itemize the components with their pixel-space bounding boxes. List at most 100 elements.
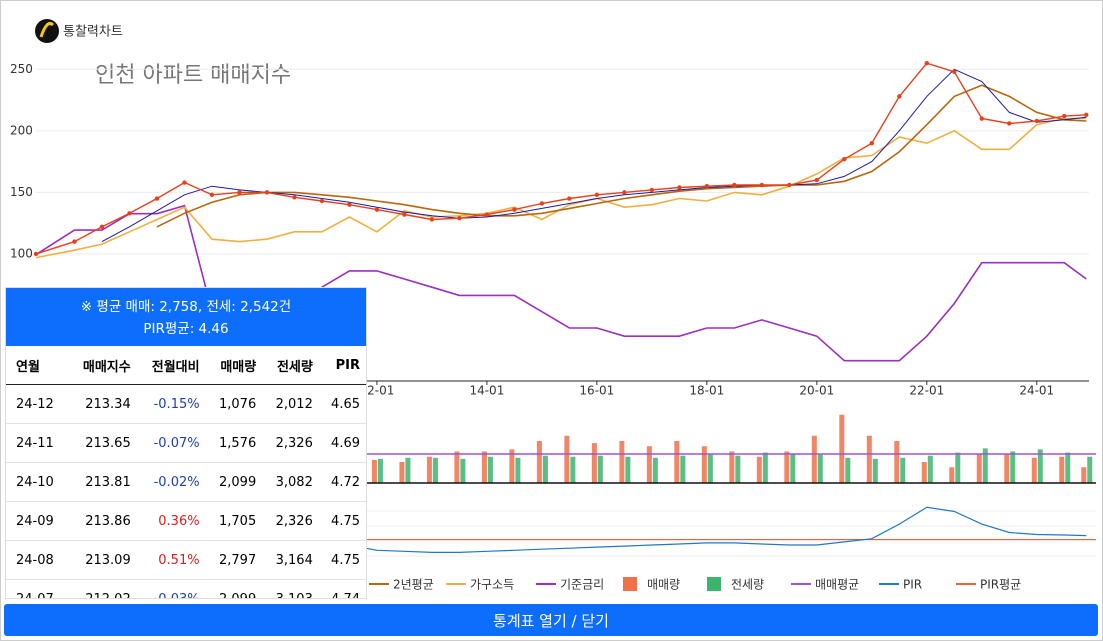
volume-bar xyxy=(790,453,796,483)
header-row: 연월 매매지수 전월대비 매매량 전세량 PIR xyxy=(6,346,366,385)
table-cell: 2,012 xyxy=(262,384,319,424)
legend-label: 매매평균 xyxy=(815,578,859,592)
volume-bar xyxy=(487,456,493,483)
volume-bar xyxy=(900,457,906,483)
volume-bar xyxy=(839,414,845,483)
y-tick-label: 200 xyxy=(10,123,33,137)
table-cell: 4.74 xyxy=(318,579,366,598)
summary-line: ※ 평균 매매: 2,758, 전세: 2,542건 xyxy=(80,299,292,315)
table: 연월 매매지수 전월대비 매매량 전세량 PIR 24-12 213.34 -0.15% 1,07… xyxy=(6,346,366,598)
column-header: 매매지수 xyxy=(67,346,137,385)
table-cell: 2,326 xyxy=(262,501,319,541)
table-cell: 4.69 xyxy=(318,423,366,463)
table-cell: 3,103 xyxy=(262,579,319,598)
legend-label: PIR xyxy=(903,578,922,592)
volume-bar xyxy=(460,458,466,483)
index-point xyxy=(979,116,984,121)
index-point xyxy=(677,185,682,190)
index-point xyxy=(512,207,517,212)
index-point xyxy=(374,207,380,212)
table-cell: 1,576 xyxy=(205,423,263,463)
volume-bar xyxy=(982,448,988,483)
index-point xyxy=(182,180,187,185)
volume-bar xyxy=(625,456,631,483)
column-header: PIR xyxy=(318,346,366,385)
table-cell: -0.03% xyxy=(136,579,206,598)
legend-label: 전세량 xyxy=(731,578,764,592)
index-point xyxy=(842,156,847,162)
series-line xyxy=(101,68,1087,243)
table-cell: 4.75 xyxy=(318,540,366,580)
volume-bar xyxy=(872,458,878,483)
table-cell: 4.72 xyxy=(318,462,366,502)
index-point xyxy=(1007,121,1012,126)
table-cell: 2,099 xyxy=(205,579,263,598)
volume-bar xyxy=(597,455,603,483)
logo-mark xyxy=(39,22,55,38)
volume-bar xyxy=(921,462,927,483)
index-point xyxy=(814,177,820,183)
volume-bar xyxy=(707,454,713,483)
volume-bar xyxy=(1037,449,1043,483)
brand: 통찰력차트 xyxy=(63,25,123,40)
table-cell: 213.65 xyxy=(67,423,137,463)
index-point xyxy=(759,182,765,188)
table-cell: 0.51% xyxy=(136,540,206,580)
volume-bar xyxy=(426,456,432,483)
volume-bar xyxy=(680,455,686,483)
volume-bar xyxy=(405,457,411,483)
index-point xyxy=(484,212,490,217)
volume-bar xyxy=(542,455,548,483)
index-point xyxy=(1062,113,1067,119)
volume-bar xyxy=(817,454,823,483)
volume-bar xyxy=(735,455,741,483)
volume-bar xyxy=(894,441,900,483)
index-point xyxy=(732,182,737,188)
volume-bar xyxy=(454,451,460,483)
index-point xyxy=(319,198,325,204)
table-cell: 3,082 xyxy=(262,462,319,502)
index-point xyxy=(567,196,572,201)
legend-swatch xyxy=(623,577,637,591)
stats-table: ※ 평균 매매: 2,758, 전세: 2,542건 PIR평균: 4.46 연월… xyxy=(5,287,367,599)
legend-label: 매매량 xyxy=(647,578,680,592)
index-point xyxy=(347,202,352,207)
volume-bar xyxy=(756,456,762,483)
index-point xyxy=(1084,112,1089,118)
volume-bar xyxy=(1010,451,1016,483)
table-cell: 213.86 xyxy=(67,501,137,541)
table-cell: 24-12 xyxy=(6,384,68,424)
volume-bar xyxy=(536,441,542,483)
table-cell: 1,705 xyxy=(205,501,263,541)
volume-bar xyxy=(784,451,790,483)
x-tick-label: 20-01 xyxy=(799,384,834,398)
volume-bar xyxy=(570,456,576,483)
index-point xyxy=(99,224,105,230)
table-cell: 4.75 xyxy=(318,501,366,541)
volume-bar xyxy=(652,457,658,483)
table-cell: 213.09 xyxy=(67,540,137,580)
volume-bar xyxy=(1065,452,1071,483)
volume-bar xyxy=(1059,456,1065,483)
volume-bar xyxy=(955,452,961,483)
table-cell: 24-07 xyxy=(6,579,68,598)
volume-bar xyxy=(1004,453,1010,483)
index-point xyxy=(787,182,792,188)
index-point xyxy=(237,190,242,195)
x-tick-label: 14-01 xyxy=(469,384,504,398)
toggle-button[interactable]: 통계표 열기 / 닫기 xyxy=(4,604,1098,636)
volume-bar xyxy=(866,435,872,483)
logo xyxy=(35,19,59,43)
y-tick-label: 250 xyxy=(10,62,33,76)
index-point xyxy=(402,212,407,217)
index-point xyxy=(209,192,215,198)
volume-bar xyxy=(927,455,933,483)
volume-bar xyxy=(674,441,680,483)
table-cell: 212.02 xyxy=(67,579,137,598)
x-tick-label: 12-01 xyxy=(359,384,394,398)
legend-label: 기준금리 xyxy=(560,578,604,592)
table-cell: 24-11 xyxy=(6,423,68,463)
table-cell: 2,099 xyxy=(205,462,263,502)
index-point xyxy=(127,211,132,216)
